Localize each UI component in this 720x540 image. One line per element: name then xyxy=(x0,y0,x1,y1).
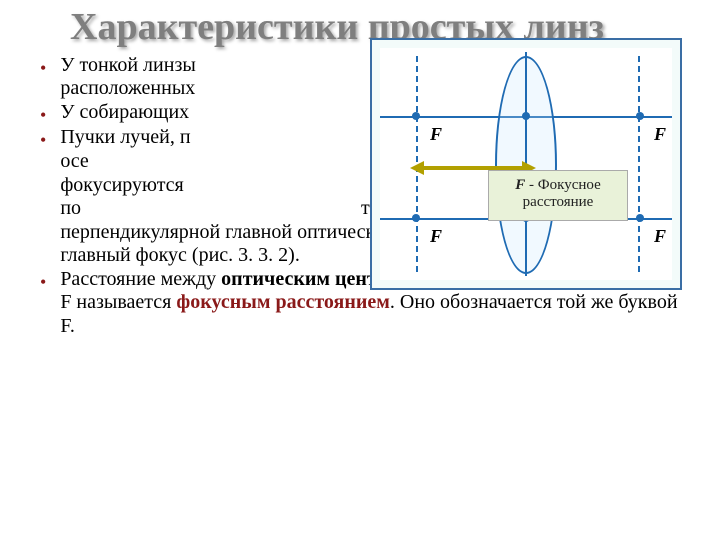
f-label: F xyxy=(430,226,442,247)
bullet-icon: • xyxy=(40,268,60,293)
focus-dot xyxy=(636,112,644,120)
bullet-icon: • xyxy=(40,101,60,126)
text-span: Расстояние между xyxy=(60,268,221,290)
bullet-icon: • xyxy=(40,126,60,151)
bullet-icon: • xyxy=(40,54,60,79)
focus-dot xyxy=(636,214,644,222)
optical-center-dot xyxy=(522,112,530,120)
f-label: F xyxy=(654,124,666,145)
callout-f: F xyxy=(515,177,525,193)
text-span: F называется xyxy=(60,291,176,313)
slide: Характеристики простых линз • У тонкой л… xyxy=(0,0,720,540)
focal-plane-right xyxy=(638,56,640,272)
callout-box: F - Фокусное расстояние xyxy=(488,170,628,221)
arrow-head-icon xyxy=(410,161,424,175)
f-label: F xyxy=(430,124,442,145)
focus-dot xyxy=(412,214,420,222)
focus-dot xyxy=(412,112,420,120)
diagram-inner: F F F F F - Фокусное расстояние xyxy=(380,48,672,280)
callout-dash: - xyxy=(525,177,538,193)
f-label: F xyxy=(654,226,666,247)
text-red-bold: фокусным расстоянием xyxy=(176,291,390,313)
lens-diagram: F F F F F - Фокусное расстояние xyxy=(370,38,682,290)
